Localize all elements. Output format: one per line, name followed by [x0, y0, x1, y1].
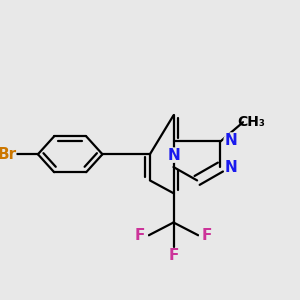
Text: N: N — [225, 160, 238, 175]
Text: F: F — [202, 228, 212, 243]
Text: CH₃: CH₃ — [238, 115, 266, 129]
Circle shape — [224, 133, 238, 147]
Text: Br: Br — [0, 147, 17, 162]
Text: F: F — [135, 228, 146, 243]
Circle shape — [167, 148, 181, 162]
Circle shape — [200, 228, 214, 242]
Circle shape — [0, 146, 16, 163]
Text: N: N — [225, 133, 238, 148]
Circle shape — [167, 249, 181, 263]
Circle shape — [244, 115, 259, 129]
Circle shape — [224, 160, 238, 174]
Text: F: F — [168, 248, 179, 263]
Circle shape — [133, 228, 147, 242]
Text: N: N — [167, 148, 180, 163]
